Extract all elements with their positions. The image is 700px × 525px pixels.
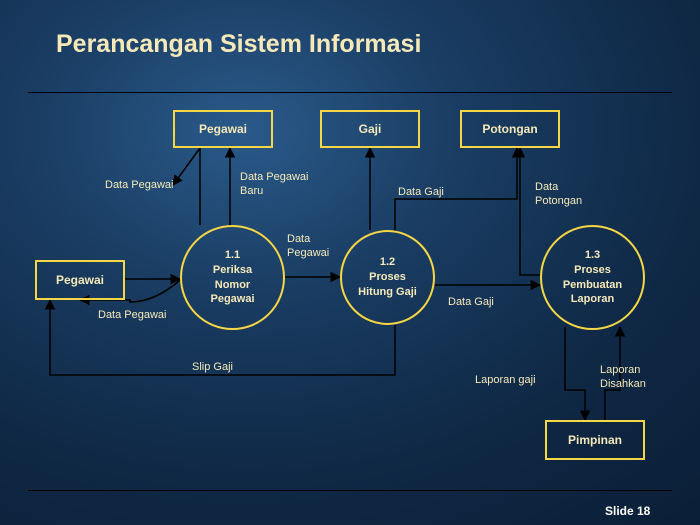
label-l4: DataPotongan — [535, 180, 582, 209]
label-l1: Data Pegawai — [105, 178, 174, 192]
label-l2: Data PegawaiBaru — [240, 170, 309, 199]
datastore-ds_potongan: Potongan — [460, 110, 560, 148]
edge-p13-to-pimpinan — [565, 327, 585, 420]
hr-bottom — [28, 490, 672, 491]
edge-dspegawai-to-p11 — [173, 148, 200, 225]
edge-dspotongan-to-p13 — [520, 148, 540, 275]
process-p12: 1.2ProsesHitung Gaji — [340, 230, 435, 325]
process-p11: 1.1PeriksaNomorPegawai — [180, 225, 285, 330]
slide-title: Perancangan Sistem Informasi — [56, 30, 421, 59]
label-l7: Data Gaji — [448, 295, 494, 309]
datastore-ds_pegawai: Pegawai — [173, 110, 273, 148]
datastore-ds_gaji: Gaji — [320, 110, 420, 148]
label-l8: Slip Gaji — [192, 360, 233, 374]
label-l10: LaporanDisahkan — [600, 363, 646, 392]
entity-e_pegawai: Pegawai — [35, 260, 125, 300]
label-l5: DataPegawai — [287, 232, 329, 261]
hr-top — [28, 92, 672, 93]
entity-e_pimpinan: Pimpinan — [545, 420, 645, 460]
label-l9: Laporan gaji — [475, 373, 536, 387]
label-l3: Data Gaji — [398, 185, 444, 199]
label-l6: Data Pegawai — [98, 308, 167, 322]
slide-number: Slide 18 — [605, 504, 650, 518]
process-p13: 1.3ProsesPembuatanLaporan — [540, 225, 645, 330]
